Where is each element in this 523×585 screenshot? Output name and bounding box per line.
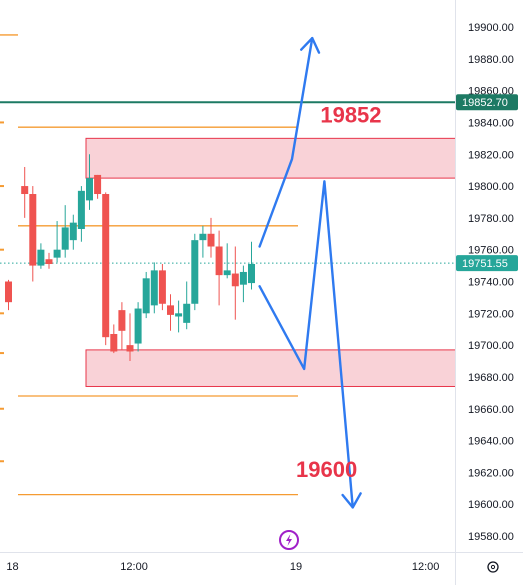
price-tick-label: 19600.00 [468,499,514,511]
candle-body [199,233,207,241]
candle-body [239,271,247,285]
candle-body [21,186,29,195]
time-axis[interactable]: 18 12:00 19 12:00 [0,552,523,574]
arrowhead-1 [341,492,362,509]
candle-body [102,194,110,338]
candle-body [37,249,45,266]
candle-body [29,194,37,266]
candle-body [5,281,12,303]
candles-layer [5,154,255,362]
candle-body [167,305,174,315]
price-tick-label: 19800.00 [468,181,514,193]
candle-body [231,273,239,287]
arrowhead-0 [299,36,321,54]
annotation-label: 19852 [320,102,381,127]
price-tick-label: 19620.00 [468,467,514,479]
price-tick-label: 19580.00 [468,531,514,543]
price-tick-label: 19760.00 [468,245,514,257]
candle-body [110,333,118,352]
price-tick-label: 19700.00 [468,340,514,352]
price-tick-label: 19840.00 [468,117,514,129]
annotations-layer: 19852 19600 [296,102,381,482]
price-tick-label: 19720.00 [468,308,514,320]
projection-arrow-1 [258,180,354,509]
zone-rect-0 [85,137,457,179]
projection-arrows-layer [258,36,362,509]
price-tick-label: 19900.00 [468,22,514,34]
candle-body [248,264,255,284]
zones-layer [85,137,457,387]
candle-body [150,270,158,306]
price-axis[interactable]: 19580.00 19600.00 19620.00 19640.00 19660.00… [455,0,523,585]
candle-body [86,178,93,201]
price-tick-label: 19740.00 [468,277,514,289]
overlay-icons [279,530,499,573]
candle-body [183,303,191,323]
price-tick-label: 19640.00 [468,436,514,448]
time-tick-label: 19 [290,561,302,573]
resistance-price-tag [456,94,518,111]
time-tick-label: 18 [6,561,18,573]
time-tick-label: 12:00 [120,561,148,573]
candle-body [126,345,134,352]
candle-body [45,259,53,265]
candle-body [158,270,166,304]
current-price-tag-text: 19751.55 [462,258,508,270]
annotation-label: 19600 [296,457,357,482]
candle-body [94,174,102,195]
candle-body [77,190,85,230]
zone-rect-1 [85,349,457,387]
candle-body [61,227,69,250]
candle-body [134,308,142,344]
candle-body [142,278,150,314]
price-tick-label: 19660.00 [468,404,514,416]
candle-body [191,240,199,304]
lightning-glyph [286,534,292,546]
projection-arrow-0 [258,36,314,248]
price-tick-label: 19880.00 [468,54,514,66]
candle-body [175,313,183,317]
candle-body [215,246,223,276]
gear-center [490,564,496,570]
price-tick-label: 19780.00 [468,213,514,225]
candle-body [69,222,77,241]
current-price-tag [456,255,518,272]
resistance-price-tag-text: 19852.70 [462,97,508,109]
candle-body [207,233,215,247]
price-tick-label: 19820.00 [468,149,514,161]
time-tick-label: 12:00 [412,561,440,573]
horizontal-lines-layer [0,34,523,496]
price-tick-label: 19680.00 [468,372,514,384]
candle-body [223,270,231,276]
candle-body [118,310,126,331]
candle-body [53,249,61,258]
